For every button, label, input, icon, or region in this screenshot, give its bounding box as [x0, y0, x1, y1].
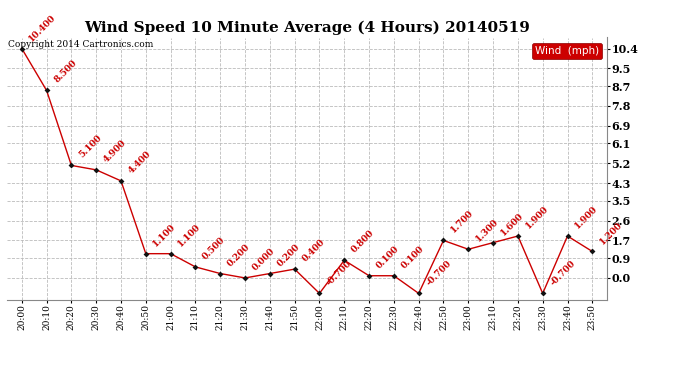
Text: 0.200: 0.200 — [226, 242, 252, 268]
Text: 4.900: 4.900 — [101, 138, 128, 164]
Text: 1.600: 1.600 — [499, 211, 525, 237]
Text: 1.700: 1.700 — [449, 209, 475, 235]
Text: 0.100: 0.100 — [375, 244, 401, 270]
Text: 5.100: 5.100 — [77, 134, 104, 160]
Text: 1.100: 1.100 — [151, 222, 178, 248]
Text: 1.100: 1.100 — [176, 222, 202, 248]
Text: Copyright 2014 Cartronics.com: Copyright 2014 Cartronics.com — [8, 40, 153, 49]
Text: 0.100: 0.100 — [400, 244, 426, 270]
Text: -0.700: -0.700 — [549, 259, 577, 288]
Text: 1.300: 1.300 — [474, 217, 500, 244]
Text: -0.700: -0.700 — [325, 259, 354, 288]
Text: 0.200: 0.200 — [275, 242, 302, 268]
Text: 0.800: 0.800 — [350, 229, 376, 255]
Text: 0.400: 0.400 — [300, 237, 326, 264]
Text: 0.000: 0.000 — [250, 246, 277, 272]
Text: 1.900: 1.900 — [573, 204, 600, 231]
Text: 1.900: 1.900 — [524, 204, 550, 231]
Text: 4.400: 4.400 — [126, 149, 152, 176]
Text: 10.400: 10.400 — [28, 12, 58, 43]
Text: -0.700: -0.700 — [424, 259, 453, 288]
Text: 8.500: 8.500 — [52, 58, 79, 85]
Legend: Wind  (mph): Wind (mph) — [531, 43, 602, 59]
Text: 1.200: 1.200 — [598, 220, 624, 246]
Title: Wind Speed 10 Minute Average (4 Hours) 20140519: Wind Speed 10 Minute Average (4 Hours) 2… — [84, 21, 530, 35]
Text: 0.500: 0.500 — [201, 235, 227, 261]
